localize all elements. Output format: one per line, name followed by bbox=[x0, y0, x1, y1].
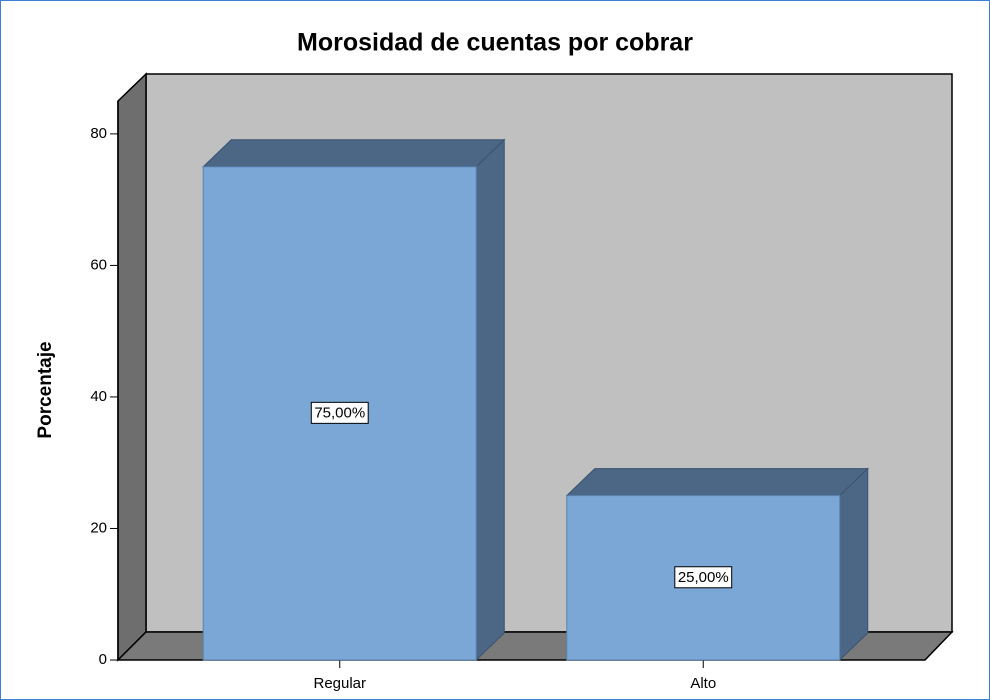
bar-side bbox=[839, 467, 869, 662]
value-label-box bbox=[674, 566, 733, 589]
value-label: 25,00% bbox=[678, 569, 729, 586]
y-tick-label: 0 bbox=[99, 651, 107, 668]
left-wall bbox=[117, 72, 147, 662]
chart-title: Morosidad de cuentas por cobrar bbox=[297, 29, 693, 57]
y-axis-title: Porcentaje bbox=[35, 341, 56, 438]
y-tick-label: 20 bbox=[90, 519, 107, 536]
y-tick-label: 60 bbox=[90, 256, 107, 273]
bar-top bbox=[565, 468, 869, 497]
x-tick-label: Regular bbox=[313, 675, 366, 692]
value-label-box bbox=[310, 401, 369, 424]
value-label: 75,00% bbox=[314, 404, 365, 421]
y-tick-label: 80 bbox=[90, 125, 107, 142]
bar-side bbox=[475, 138, 505, 662]
x-tick-label: Alto bbox=[690, 675, 716, 692]
y-tick-label: 40 bbox=[90, 388, 107, 405]
bar-top bbox=[202, 139, 506, 168]
